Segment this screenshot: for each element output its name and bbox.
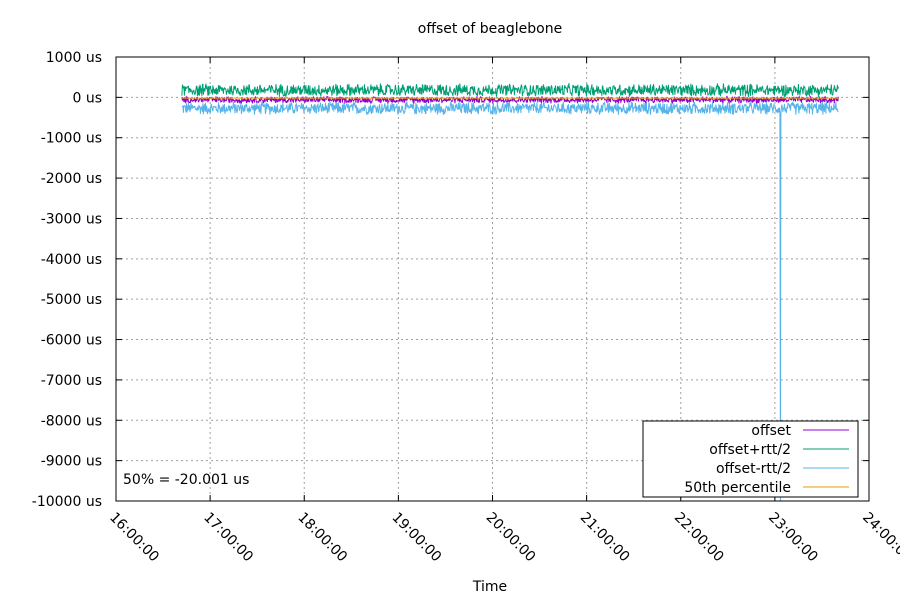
series-line-offset-rtt-2	[181, 82, 839, 98]
legend-box	[642, 420, 859, 498]
y-tick-label: -6000 us	[41, 333, 102, 349]
x-tick-label: 20:00:00	[483, 510, 539, 566]
y-tick-label: -2000 us	[41, 171, 102, 187]
legend-label: offset+rtt/2	[709, 442, 791, 458]
y-tick-label: -9000 us	[41, 454, 102, 470]
y-tick-label: -4000 us	[41, 252, 102, 268]
series-layer	[181, 82, 839, 502]
legend-label: offset	[751, 423, 791, 439]
x-tick-label: 18:00:00	[294, 510, 350, 566]
y-tick-labels: 1000 us 0 us -1000 us -2000 us -3000 us -4000…	[32, 50, 102, 510]
x-tick-label: 16:00:00	[106, 510, 162, 566]
x-tick-label: 24:00:00	[859, 510, 900, 566]
legend-label: 50th percentile	[684, 480, 791, 496]
y-tick-label: -8000 us	[41, 413, 102, 429]
x-tick-label: 22:00:00	[671, 510, 727, 566]
y-tick-label: -1000 us	[41, 131, 102, 147]
median-annotation: 50% = -20.001 us	[123, 472, 249, 488]
legend: offset offset+rtt/2 offset-rtt/2 50th perce…	[642, 420, 859, 498]
y-tick-label: -10000 us	[32, 494, 102, 510]
series-line-offset-rtt-2	[181, 101, 839, 502]
y-tick-label: 0 us	[72, 90, 102, 106]
x-tick-labels: 16:00:00 17:00:00 18:00:00 19:00:00 20:00:00…	[106, 510, 900, 566]
x-axis-label: Time	[472, 579, 507, 595]
series-line-offset	[181, 95, 839, 104]
chart-title: offset of beaglebone	[418, 21, 562, 37]
x-tick-label: 19:00:00	[389, 510, 445, 566]
y-tick-label: -7000 us	[41, 373, 102, 389]
y-tick-label: -5000 us	[41, 292, 102, 308]
legend-label: offset-rtt/2	[716, 461, 791, 477]
x-tick-label: 17:00:00	[200, 510, 256, 566]
x-tick-label: 21:00:00	[577, 510, 633, 566]
y-tick-label: 1000 us	[46, 50, 102, 66]
x-tick-label: 23:00:00	[765, 510, 821, 566]
y-tick-label: -3000 us	[41, 211, 102, 227]
tick-marks	[115, 56, 870, 502]
